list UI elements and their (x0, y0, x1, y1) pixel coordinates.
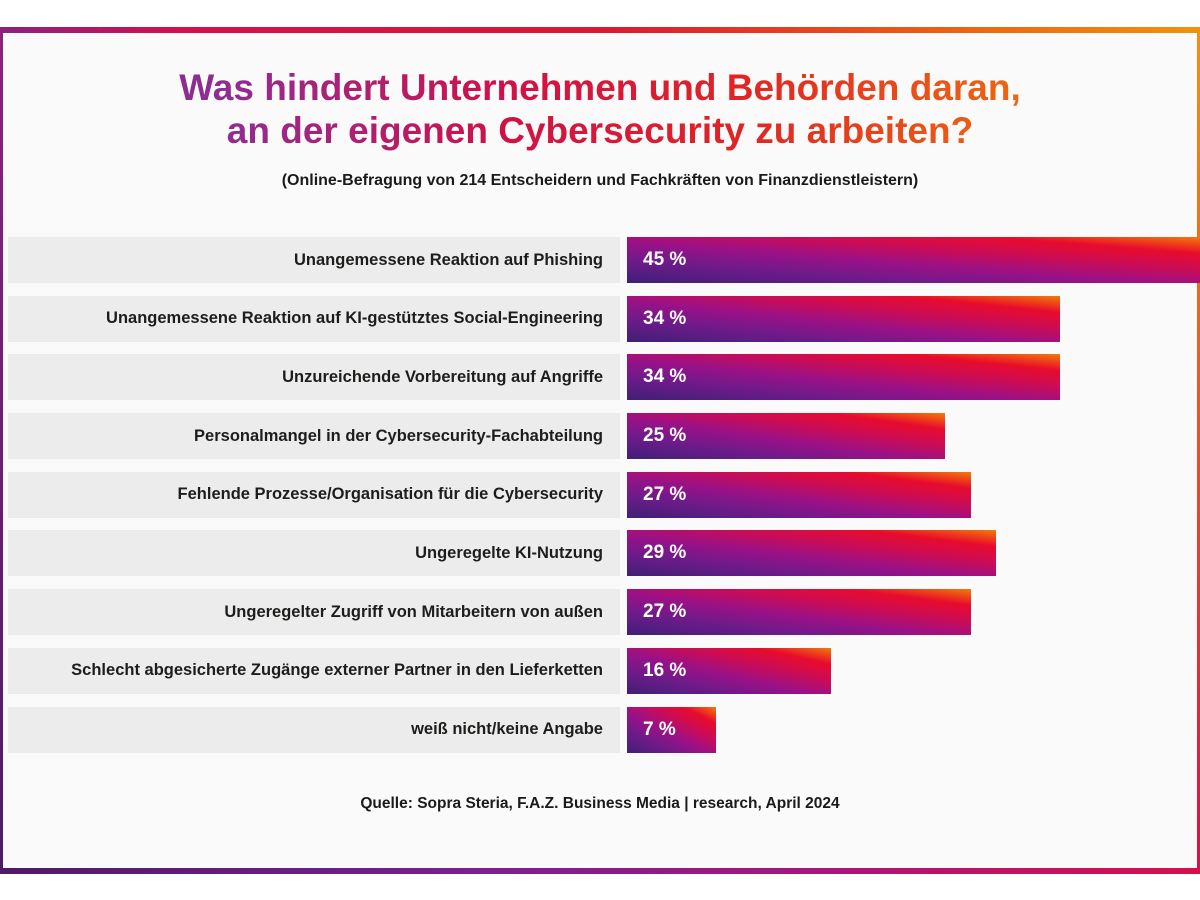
bar-value-label: 27 % (643, 601, 687, 623)
bar-row: Fehlende Prozesse/Organisation für die C… (0, 471, 1200, 518)
frame-border-left (0, 27, 3, 874)
bar-value-label: 25 % (643, 425, 687, 447)
bar-row: Ungeregelte KI-Nutzung 29 % (0, 530, 1200, 577)
bar: 25 % (627, 413, 946, 460)
bar-row: Ungeregelter Zugriff von Mitarbeitern vo… (0, 589, 1200, 636)
bar-category-label: weiß nicht/keine Angabe (8, 706, 620, 753)
bar-category-label: Fehlende Prozesse/Organisation für die C… (8, 471, 620, 518)
bar-category-label: Personalmangel in der Cybersecurity-Fach… (8, 413, 620, 460)
bar: 27 % (627, 589, 971, 636)
bar-row: Unzureichende Vorbereitung auf Angriffe 3… (0, 354, 1200, 401)
bar-value-label: 27 % (643, 483, 687, 505)
bar-row: Unangemessene Reaktion auf Phishing 45 % (0, 237, 1200, 283)
bar-value-label: 7 % (643, 718, 676, 740)
bar: 34 % (627, 295, 1060, 342)
bar: 29 % (627, 530, 997, 577)
bar-value-label: 16 % (643, 659, 687, 681)
bar-row: weiß nicht/keine Angabe 7 % (0, 706, 1200, 753)
bar: 16 % (627, 647, 831, 694)
bar: 27 % (627, 471, 971, 518)
bar-row: Unangemessene Reaktion auf KI-gestütztes… (0, 295, 1200, 342)
bar-value-label: 34 % (643, 307, 687, 329)
bar-value-label: 34 % (643, 366, 687, 388)
frame-border-top (0, 27, 1200, 33)
bar-category-label: Unzureichende Vorbereitung auf Angriffe (8, 354, 620, 401)
bar: 45 % (627, 237, 1200, 283)
bar-value-label: 29 % (643, 542, 687, 564)
bar-row: Schlecht abgesicherte Zugänge externer P… (0, 647, 1200, 694)
chart-subtitle: (Online-Befragung von 214 Entscheidern u… (281, 172, 919, 189)
bar-category-label: Schlecht abgesicherte Zugänge externer P… (8, 647, 620, 694)
bar-category-label: Unangemessene Reaktion auf Phishing (8, 237, 620, 283)
chart-title-line1: Was hindert Unternehmen und Behörden dar… (179, 67, 1021, 108)
bar: 7 % (627, 706, 717, 753)
bar-category-label: Ungeregelter Zugriff von Mitarbeitern vo… (8, 589, 620, 636)
bar-category-label: Ungeregelte KI-Nutzung (8, 530, 620, 577)
bar-chart: Unangemessene Reaktion auf Phishing 45 % U… (0, 237, 1200, 765)
frame-border-right (1197, 27, 1200, 874)
frame-border-bottom (0, 868, 1200, 874)
chart-title: Was hindert Unternehmen und Behörden dar… (0, 66, 1200, 152)
chart-title-line2: an der eigenen Cybersecurity zu arbeiten… (226, 110, 974, 151)
bar-row: Personalmangel in der Cybersecurity-Fach… (0, 413, 1200, 460)
bar: 34 % (627, 354, 1060, 401)
bar-value-label: 45 % (643, 249, 687, 270)
bar-category-label: Unangemessene Reaktion auf KI-gestütztes… (8, 295, 620, 342)
source-note: Quelle: Sopra Steria, F.A.Z. Business Me… (360, 795, 840, 812)
